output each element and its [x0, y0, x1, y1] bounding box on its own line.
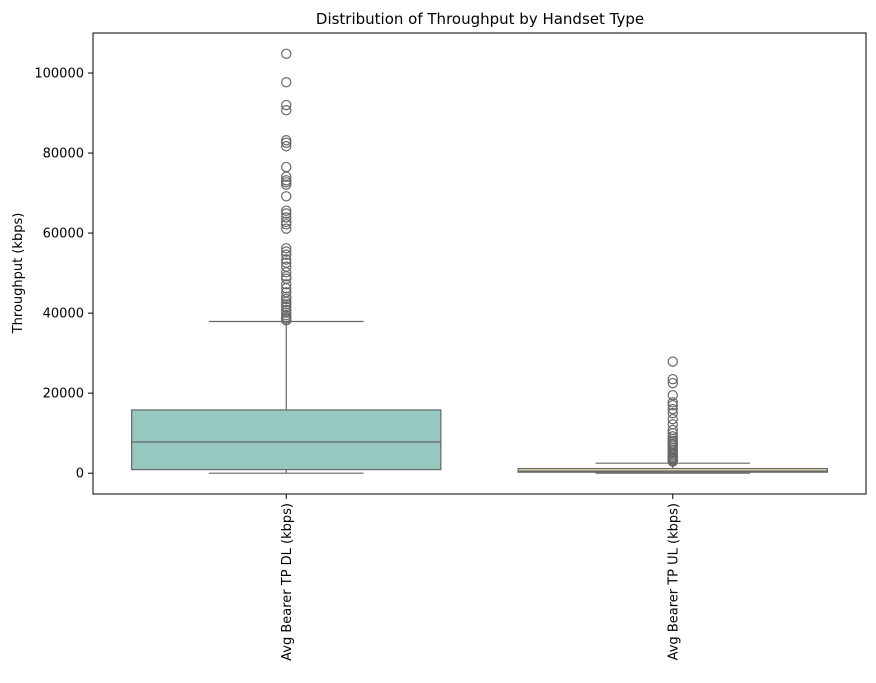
x-tick-label: Avg Bearer TP UL (kbps)	[666, 503, 681, 660]
outlier-point	[281, 299, 292, 310]
outlier-point	[281, 249, 292, 260]
chart-title: Distribution of Throughput by Handset Ty…	[316, 10, 644, 28]
y-tick-label: 40000	[43, 307, 84, 322]
outlier-point	[281, 105, 292, 116]
outlier-point	[667, 413, 678, 425]
outlier-point	[281, 267, 292, 278]
outlier-point	[667, 456, 678, 467]
outlier-point	[281, 77, 292, 88]
box-iqr	[517, 467, 828, 473]
outlier-point	[281, 191, 292, 202]
outlier-point	[281, 293, 292, 305]
outlier-point	[281, 315, 292, 326]
outlier-point	[281, 48, 292, 60]
outlier-point	[667, 389, 678, 401]
y-tick-label: 100000	[34, 67, 84, 82]
outlier-point	[667, 399, 678, 411]
outlier-point	[281, 243, 292, 254]
outlier-point	[281, 223, 292, 234]
y-tick-label: 0	[76, 467, 84, 482]
outlier-point	[281, 219, 292, 230]
outlier-point	[667, 407, 678, 419]
outlier-point	[281, 212, 292, 223]
plot-area: 0 20000 40000 60000 80000 100000 Avg Bearer TP…	[34, 32, 867, 661]
y-tick-label: 60000	[43, 227, 84, 242]
outlier-point	[281, 137, 292, 148]
y-tick-label: 80000	[43, 147, 84, 162]
outlier-point	[281, 171, 292, 182]
outlier-point	[281, 179, 292, 190]
outlier-point	[281, 161, 292, 173]
x-tick-label: Avg Bearer TP DL (kbps)	[280, 503, 295, 661]
outlier-point	[281, 283, 292, 294]
outlier-point	[281, 246, 292, 257]
outlier-point	[281, 279, 292, 290]
outlier-point	[667, 397, 678, 408]
outlier-point	[667, 377, 678, 389]
outlier-point	[667, 403, 678, 415]
y-tick-label: 20000	[43, 387, 84, 402]
outlier-point	[281, 205, 292, 216]
y-axis-label: Throughput (kbps)	[11, 213, 26, 335]
outlier-point	[281, 208, 292, 219]
outlier-point	[281, 254, 292, 265]
plot-frame	[92, 32, 867, 495]
outlier-point	[281, 141, 292, 152]
outlier-point	[667, 356, 678, 367]
outlier-point	[281, 99, 292, 111]
box-iqr	[131, 409, 442, 471]
outlier-point	[667, 373, 678, 385]
outlier-point	[281, 301, 292, 313]
